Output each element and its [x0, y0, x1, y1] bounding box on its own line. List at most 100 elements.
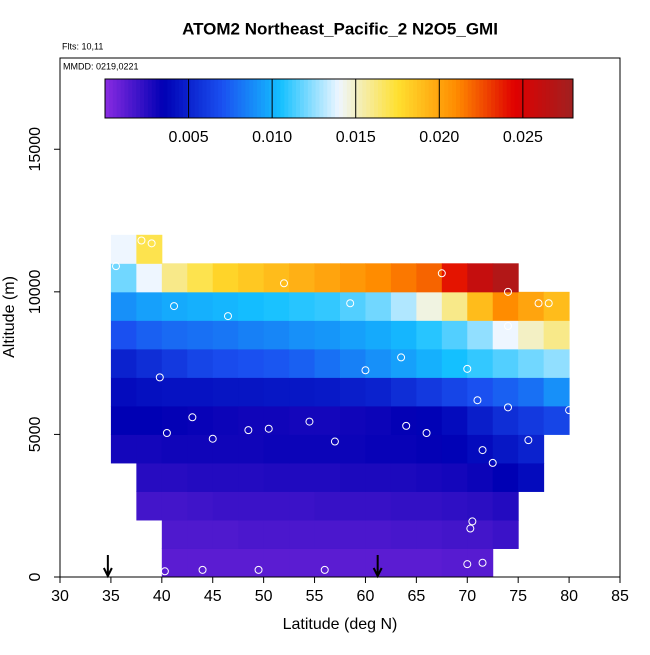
heat-cell: [390, 263, 417, 293]
colorbar-swatch: [436, 79, 441, 118]
heat-cell: [365, 348, 392, 378]
observation-point: [155, 373, 164, 382]
colorbar-swatch: [553, 79, 558, 118]
heat-cell: [136, 234, 163, 264]
colorbar-swatch: [456, 79, 461, 118]
heat-cell: [340, 377, 366, 407]
heat-cell: [543, 377, 570, 407]
colorbar-swatch: [432, 79, 437, 118]
heat-cell: [416, 519, 443, 549]
colorbar-swatch: [241, 79, 246, 118]
heat-cell: [238, 519, 265, 549]
observation-point: [264, 424, 273, 433]
heat-cell: [187, 548, 214, 577]
x-tick-label: 60: [357, 588, 375, 605]
observation-point: [188, 413, 197, 422]
heat-cell: [187, 377, 214, 407]
heat-cell: [416, 348, 443, 378]
observation-point: [346, 299, 355, 308]
heat-cell: [365, 405, 392, 435]
colorbar-swatch: [190, 79, 196, 118]
y-tick-label: 0: [27, 572, 44, 581]
colorbar-swatch: [350, 79, 356, 118]
colorbar-swatch: [171, 79, 176, 118]
heat-cell: [161, 320, 188, 350]
colorbar-swatch: [495, 79, 500, 118]
heat-cell: [263, 434, 290, 464]
heat-cell: [238, 462, 265, 492]
observation-point: [524, 436, 533, 445]
colorbar-swatch: [424, 79, 430, 118]
observation-point: [330, 437, 339, 446]
heat-cell: [340, 348, 366, 378]
x-tick-label: 35: [102, 588, 120, 605]
colorbar-swatch: [358, 79, 363, 118]
colorbar-swatch: [303, 79, 309, 118]
colorbar-swatch: [514, 79, 519, 118]
colorbar-swatch: [112, 79, 118, 118]
colorbar-swatch: [409, 79, 414, 118]
colorbar-swatch: [327, 79, 332, 118]
heat-cell: [365, 434, 392, 464]
heat-cell: [441, 320, 468, 350]
x-tick-label: 50: [255, 588, 273, 605]
colorbar-swatch: [545, 79, 551, 118]
heat-cell: [110, 434, 137, 464]
heat-cell: [263, 519, 290, 549]
heat-cell: [390, 405, 417, 435]
heat-cell: [416, 491, 443, 521]
colorbar-swatch: [311, 79, 317, 118]
observation-point: [422, 428, 431, 437]
observation-point: [504, 403, 512, 412]
colorbar-swatch: [452, 79, 457, 118]
heat-cell: [161, 263, 188, 293]
x-tick-label: 45: [204, 588, 222, 605]
colorbar-swatch: [440, 79, 445, 118]
colorbar-swatch: [510, 79, 515, 118]
heat-cell: [492, 434, 519, 464]
heat-cell: [314, 548, 341, 577]
observation-point: [280, 279, 288, 288]
colorbar-swatch: [144, 79, 149, 118]
colorbar-tick-label: 0.010: [252, 129, 292, 146]
colorbar-swatch: [413, 79, 418, 118]
x-tick-label: 40: [153, 588, 171, 605]
heat-cell: [365, 377, 392, 407]
observation-point: [397, 353, 406, 362]
colorbar-swatch: [105, 79, 110, 118]
heat-cell: [416, 462, 443, 492]
heat-cell: [492, 519, 519, 549]
observation-point: [320, 565, 329, 574]
colorbar-swatch: [151, 79, 157, 118]
heat-cell: [416, 405, 443, 435]
heatmap: [110, 234, 574, 577]
heat-cell: [289, 377, 316, 407]
heat-cell: [161, 462, 188, 492]
observation-point: [478, 446, 487, 455]
colorbar-swatch: [140, 79, 145, 118]
heat-cell: [263, 291, 290, 321]
heat-cell: [441, 519, 468, 549]
heat-cell: [492, 291, 519, 321]
colorbar: 0.005 0.010 0.015 0.020 0.025: [104, 78, 574, 146]
heat-cell: [212, 291, 239, 321]
colorbar-swatch: [522, 79, 527, 118]
colorbar-swatch: [463, 79, 469, 118]
colorbar-swatch: [194, 79, 200, 118]
heat-cell: [161, 434, 188, 464]
heat-cell: [289, 462, 316, 492]
heat-cell: [467, 462, 494, 492]
colorbar-swatch: [569, 79, 574, 118]
colorbar-swatch: [292, 79, 297, 118]
heat-cell: [161, 348, 188, 378]
heat-cell: [340, 291, 366, 321]
colorbar-swatch: [370, 79, 375, 118]
colorbar-swatch: [405, 79, 410, 118]
y-axis-label: Altitude (m): [1, 276, 18, 358]
colorbar-swatch: [116, 79, 122, 118]
heat-cell: [136, 320, 163, 350]
heat-cell: [441, 434, 468, 464]
heat-cell: [212, 548, 239, 577]
heat-cell: [212, 320, 239, 350]
